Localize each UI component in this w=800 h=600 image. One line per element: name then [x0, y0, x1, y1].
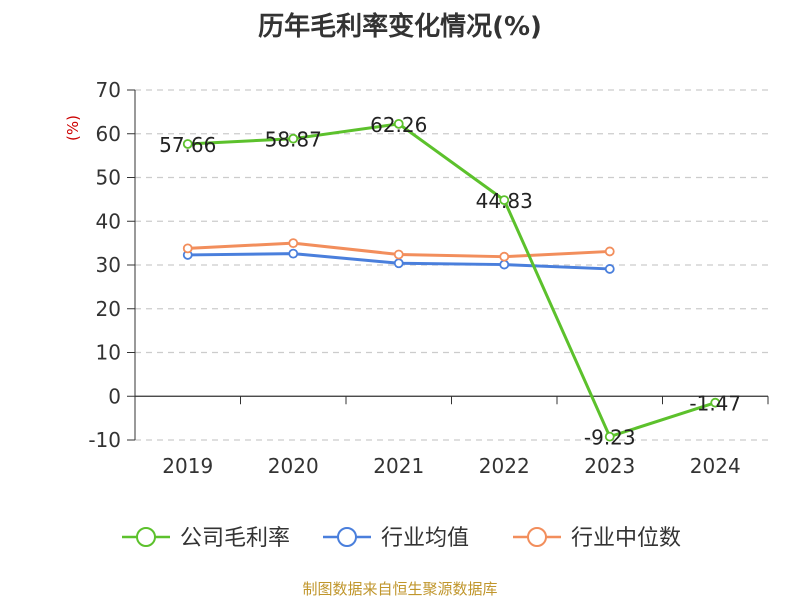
- legend-marker: [337, 527, 357, 547]
- x-tick-label: 2023: [584, 454, 635, 478]
- data-point: [393, 118, 404, 129]
- x-tick-label: 2022: [479, 454, 530, 478]
- y-tick-label: 40: [96, 209, 121, 233]
- data-point: [499, 195, 510, 206]
- y-tick-label: 70: [96, 78, 121, 102]
- y-tick-label: 60: [96, 122, 121, 146]
- data-label: 58.87: [265, 128, 322, 152]
- data-point: [604, 431, 615, 442]
- data-point: [499, 251, 510, 262]
- series-line: [187, 122, 716, 439]
- data-point: [604, 264, 615, 274]
- data-label: -1.47: [689, 392, 741, 416]
- y-axis-label: (%): [64, 115, 82, 141]
- legend-label: 行业中位数: [571, 526, 681, 551]
- data-point: [393, 258, 404, 269]
- data-point: [499, 259, 510, 270]
- data-point: [182, 139, 193, 149]
- y-tick-label: 50: [96, 166, 121, 190]
- series-lines: [182, 118, 721, 442]
- x-tick-label: 2019: [162, 454, 213, 478]
- x-tick-label: 2024: [690, 454, 741, 478]
- legend[interactable]: 公司毛利率 行业均值 行业中位数: [122, 526, 681, 551]
- legend-item[interactable]: 行业中位数: [513, 526, 681, 551]
- data-label: 62.26: [370, 113, 427, 137]
- legend-item[interactable]: 公司毛利率: [122, 526, 290, 551]
- y-tick-label: -10: [88, 428, 121, 452]
- source-note: 制图数据来自恒生聚源数据库: [302, 580, 498, 598]
- legend-item[interactable]: 行业均值: [323, 526, 469, 551]
- x-tick-label: 2020: [268, 454, 319, 478]
- x-tick-label: 2021: [373, 454, 424, 478]
- axes: -10 0 10 20 30 40 50 60 70 2019 2020 2021 2022 2023 20…: [88, 78, 769, 478]
- legend-label: 公司毛利率: [180, 526, 290, 551]
- y-tick-label: 30: [96, 253, 121, 277]
- data-point: [604, 246, 615, 257]
- data-point: [393, 249, 404, 260]
- data-labels: 57.66 58.87 62.26 44.83 -9.23 -1.47: [159, 113, 741, 450]
- y-tick-label: 20: [96, 297, 121, 321]
- data-label: 57.66: [159, 133, 216, 157]
- data-point: [288, 238, 299, 249]
- legend-marker: [527, 527, 547, 547]
- data-point: [288, 133, 299, 144]
- y-tick-label: 10: [96, 341, 121, 365]
- data-label: 44.83: [476, 189, 533, 213]
- data-point: [710, 397, 721, 408]
- legend-label: 行业均值: [381, 526, 469, 551]
- y-tick-label: 0: [108, 384, 121, 408]
- chart-title: 历年毛利率变化情况(%): [258, 12, 542, 42]
- legend-marker: [136, 527, 156, 547]
- data-point: [288, 248, 299, 259]
- data-point: [182, 243, 193, 254]
- data-label: -9.23: [584, 426, 636, 450]
